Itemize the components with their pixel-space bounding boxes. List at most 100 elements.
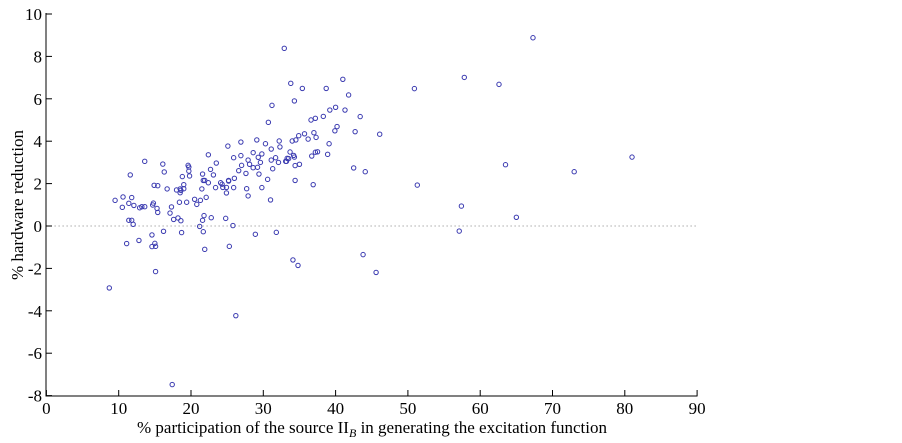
data-point [269,102,275,109]
data-point [149,243,155,250]
data-point [267,197,274,203]
y-axis-title: % hardware reduction [8,129,27,280]
y-tick-label: 2 [34,175,43,194]
data-point [254,137,260,143]
data-point [199,186,205,192]
data-point [311,130,317,136]
data-point [201,212,207,219]
data-point [296,161,303,168]
x-axis-title: % participation of the source IIB in gen… [137,418,607,440]
data-point [170,216,177,223]
data-point [226,243,233,250]
data-point [230,155,237,161]
data-point [309,153,315,159]
data-point [502,162,509,168]
x-tick-label: 60 [472,399,489,418]
data-point [292,162,298,169]
data-point [332,104,339,110]
data-point [197,197,204,204]
y-tick-label: 10 [25,5,42,24]
data-point [169,381,175,388]
data-point [287,149,293,155]
data-point [324,151,331,158]
x-tick-label: 90 [689,399,706,418]
data-point [164,186,170,192]
data-point [308,117,314,123]
data-point [257,159,264,166]
data-point [106,285,113,291]
data-point [320,113,327,120]
data-point [126,200,132,207]
data-point [161,169,167,175]
data-point [243,185,250,192]
data-point [202,177,208,184]
data-point [238,152,244,159]
data-point [151,182,157,188]
data-point [262,141,269,147]
data-points [106,35,635,388]
data-point [155,209,161,216]
data-point [223,184,230,191]
axes [45,13,698,397]
data-point [233,312,239,319]
data-point [142,204,148,210]
data-point [312,149,319,155]
data-point [259,151,265,157]
data-point [268,157,274,163]
data-point [362,169,368,175]
data-point [202,246,208,253]
data-point [177,190,183,196]
data-point [350,165,357,171]
data-point [191,196,198,202]
data-point [629,154,635,160]
data-point [252,231,259,237]
x-tick-label: 0 [42,399,51,418]
data-point [245,193,251,199]
data-point [186,173,193,179]
data-point [461,74,467,81]
data-point [277,144,283,150]
data-point [130,221,136,228]
x-axis-title-prefix: % participation of the source II [137,418,349,437]
data-point [238,139,244,145]
data-point [200,229,206,235]
data-point [456,228,462,234]
data-point [210,172,217,178]
data-point [183,199,190,205]
data-point [112,197,118,204]
data-point [127,172,133,178]
data-point [213,160,220,166]
data-point [342,107,348,113]
data-point [314,149,321,155]
data-point [168,204,175,210]
data-point [150,200,157,206]
data-point [301,131,308,137]
data-point [231,175,238,182]
data-point [120,194,126,200]
x-tick-label: 30 [255,399,272,418]
data-point [205,180,212,186]
y-tick-label: 4 [34,132,43,151]
y-tick-label: 8 [34,47,43,66]
data-point [327,107,333,113]
data-point [292,177,298,184]
data-point [289,138,295,144]
data-point [238,162,245,169]
data-point [129,194,135,201]
data-point [217,180,224,186]
data-point [205,152,212,158]
data-point [275,159,282,166]
y-tick-label: -2 [28,259,42,278]
data-point [305,136,311,142]
data-point [139,204,145,210]
data-point [194,201,200,208]
data-point [176,199,183,205]
data-point [313,134,319,141]
data-point [186,168,192,174]
data-point [513,214,520,221]
data-point [264,176,271,183]
data-point [220,184,226,191]
x-tick-label: 70 [544,399,561,418]
data-point [236,167,242,174]
data-point [373,269,379,276]
